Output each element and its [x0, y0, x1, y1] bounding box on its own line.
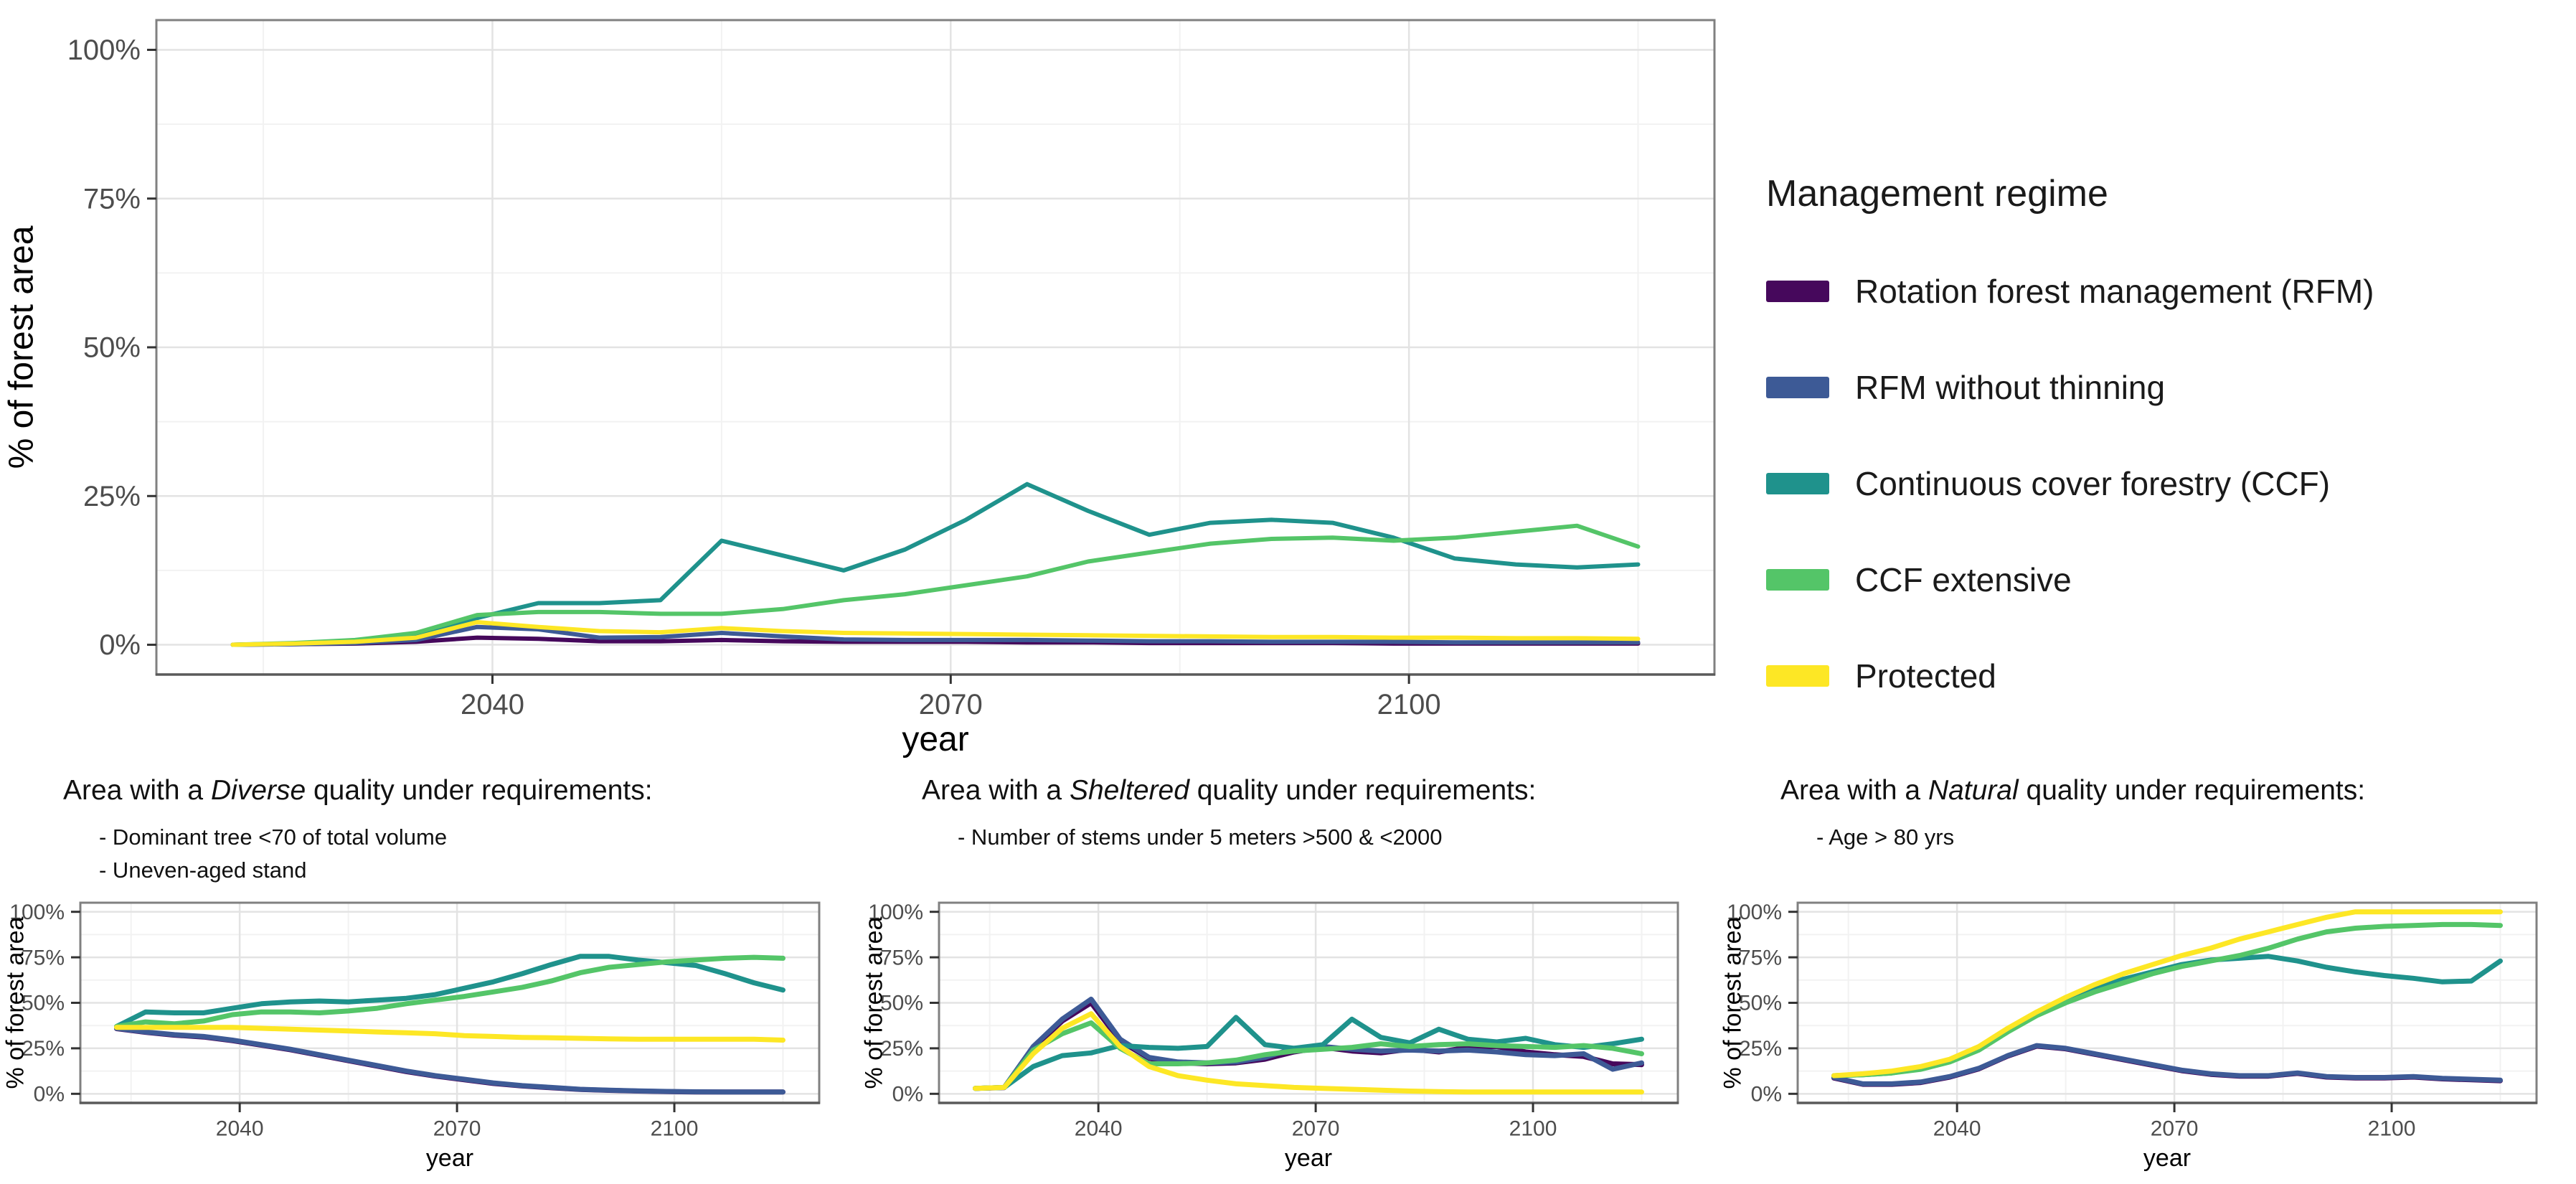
svg-text:100%: 100%: [868, 901, 923, 924]
legend-label: Rotation forest management (RFM): [1855, 273, 2374, 310]
svg-text:75%: 75%: [83, 183, 141, 215]
svg-text:0%: 0%: [99, 629, 141, 661]
svg-text:2070: 2070: [2151, 1117, 2199, 1141]
subplot-row: Area with a Diverse quality under requir…: [0, 762, 2576, 1176]
subplot-natural: Area with a Natural quality under requir…: [1717, 762, 2576, 1176]
ccf-color-swatch: [1766, 473, 1829, 494]
legend-item-rfm: Rotation forest management (RFM): [1766, 273, 2570, 310]
svg-text:year: year: [426, 1145, 473, 1172]
svg-text:% of forest area: % of forest area: [860, 916, 887, 1089]
svg-text:50%: 50%: [83, 332, 141, 364]
sheltered-chart: 2040 2070 2100 0% 25% 50% 75% 100% year % of fore…: [860, 901, 1679, 1172]
svg-text:year: year: [902, 720, 968, 758]
svg-text:50%: 50%: [22, 992, 65, 1015]
requirement-line: - Uneven-aged stand: [99, 858, 307, 883]
subplot-diverse: Area with a Diverse quality under requir…: [0, 762, 859, 1176]
svg-text:2070: 2070: [919, 689, 983, 720]
subplot-sheltered: Area with a Sheltered quality under requ…: [859, 762, 1717, 1176]
requirement-line: - Dominant tree <70 of total volume: [99, 824, 448, 850]
svg-text:25%: 25%: [1739, 1037, 1782, 1061]
svg-text:75%: 75%: [1739, 946, 1782, 969]
svg-text:75%: 75%: [880, 946, 923, 969]
title-emphasis: Sheltered: [1069, 775, 1189, 806]
svg-text:25%: 25%: [83, 481, 141, 512]
title-suffix: quality under requirements:: [1189, 775, 1537, 806]
subplot-diverse-requirements: - Dominant tree <70 of total volume - Un…: [99, 821, 859, 893]
rfm-color-swatch: [1766, 281, 1829, 302]
svg-text:year: year: [2143, 1145, 2191, 1172]
protected-color-swatch: [1766, 665, 1829, 687]
svg-text:2100: 2100: [2368, 1117, 2416, 1141]
svg-text:100%: 100%: [1727, 901, 1782, 924]
svg-text:2070: 2070: [1292, 1117, 1340, 1141]
svg-text:0%: 0%: [892, 1083, 923, 1107]
svg-text:100%: 100%: [67, 34, 141, 66]
title-suffix: quality under requirements:: [306, 775, 653, 806]
svg-text:0%: 0%: [1751, 1083, 1782, 1107]
main-chart: 2040 2070 2100 0% 25% 50% 75% 100% year % of fore…: [3, 19, 1716, 758]
svg-text:% of forest area: % of forest area: [1719, 916, 1746, 1089]
subplot-sheltered-title: Area with a Sheltered quality under requ…: [922, 775, 1717, 807]
legend-label: CCF extensive: [1855, 561, 2072, 598]
svg-text:25%: 25%: [880, 1037, 923, 1061]
requirement-line: - Age > 80 yrs: [1816, 824, 1955, 850]
rfm-without-thinning-color-swatch: [1766, 377, 1829, 398]
svg-text:0%: 0%: [34, 1083, 65, 1107]
subplot-sheltered-requirements: - Number of stems under 5 meters >500 & …: [958, 821, 1717, 893]
svg-text:50%: 50%: [1739, 992, 1782, 1015]
legend-label: Protected: [1855, 657, 1996, 695]
management-regime-legend: Management regime Rotation forest manage…: [1766, 172, 2570, 753]
svg-text:100%: 100%: [9, 901, 65, 924]
legend-item-ccf-extensive: CCF extensive: [1766, 561, 2570, 598]
svg-text:2100: 2100: [1377, 689, 1441, 720]
ccf-extensive-color-swatch: [1766, 569, 1829, 591]
subplot-natural-title: Area with a Natural quality under requir…: [1780, 775, 2576, 807]
legend-label: Continuous cover forestry (CCF): [1855, 465, 2331, 502]
svg-text:2070: 2070: [433, 1117, 481, 1141]
title-suffix: quality under requirements:: [2018, 775, 2366, 806]
svg-text:year: year: [1285, 1145, 1332, 1172]
title-prefix: Area with a: [63, 775, 211, 806]
legend-item-protected: Protected: [1766, 657, 2570, 695]
svg-text:2040: 2040: [461, 689, 524, 720]
svg-text:2100: 2100: [1509, 1117, 1557, 1141]
svg-text:2100: 2100: [651, 1117, 699, 1141]
requirement-line: - Number of stems under 5 meters >500 & …: [958, 824, 1443, 850]
subplot-diverse-title: Area with a Diverse quality under requir…: [63, 775, 859, 807]
legend-label: RFM without thinning: [1855, 369, 2166, 406]
title-prefix: Area with a: [1780, 775, 1928, 806]
title-emphasis: Diverse: [210, 775, 306, 806]
title-emphasis: Natural: [1928, 775, 2019, 806]
svg-text:% of forest area: % of forest area: [3, 225, 41, 469]
svg-text:50%: 50%: [880, 992, 923, 1015]
svg-text:2040: 2040: [1933, 1117, 1981, 1141]
svg-text:2040: 2040: [1075, 1117, 1123, 1141]
svg-text:25%: 25%: [22, 1037, 65, 1061]
subplot-natural-requirements: - Age > 80 yrs: [1816, 821, 2576, 893]
diverse-chart: 2040 2070 2100 0% 25% 50% 75% 100% year % of fore…: [1, 901, 821, 1172]
legend-item-ccf: Continuous cover forestry (CCF): [1766, 465, 2570, 502]
svg-text:% of forest area: % of forest area: [1, 916, 29, 1089]
svg-text:2040: 2040: [216, 1117, 264, 1141]
natural-chart: 2040 2070 2100 0% 25% 50% 75% 100% year % of fore…: [1719, 901, 2538, 1172]
svg-text:75%: 75%: [22, 946, 65, 969]
legend-title: Management regime: [1766, 173, 2108, 215]
title-prefix: Area with a: [922, 775, 1070, 806]
legend-item-rfm-without-thinning: RFM without thinning: [1766, 369, 2570, 406]
